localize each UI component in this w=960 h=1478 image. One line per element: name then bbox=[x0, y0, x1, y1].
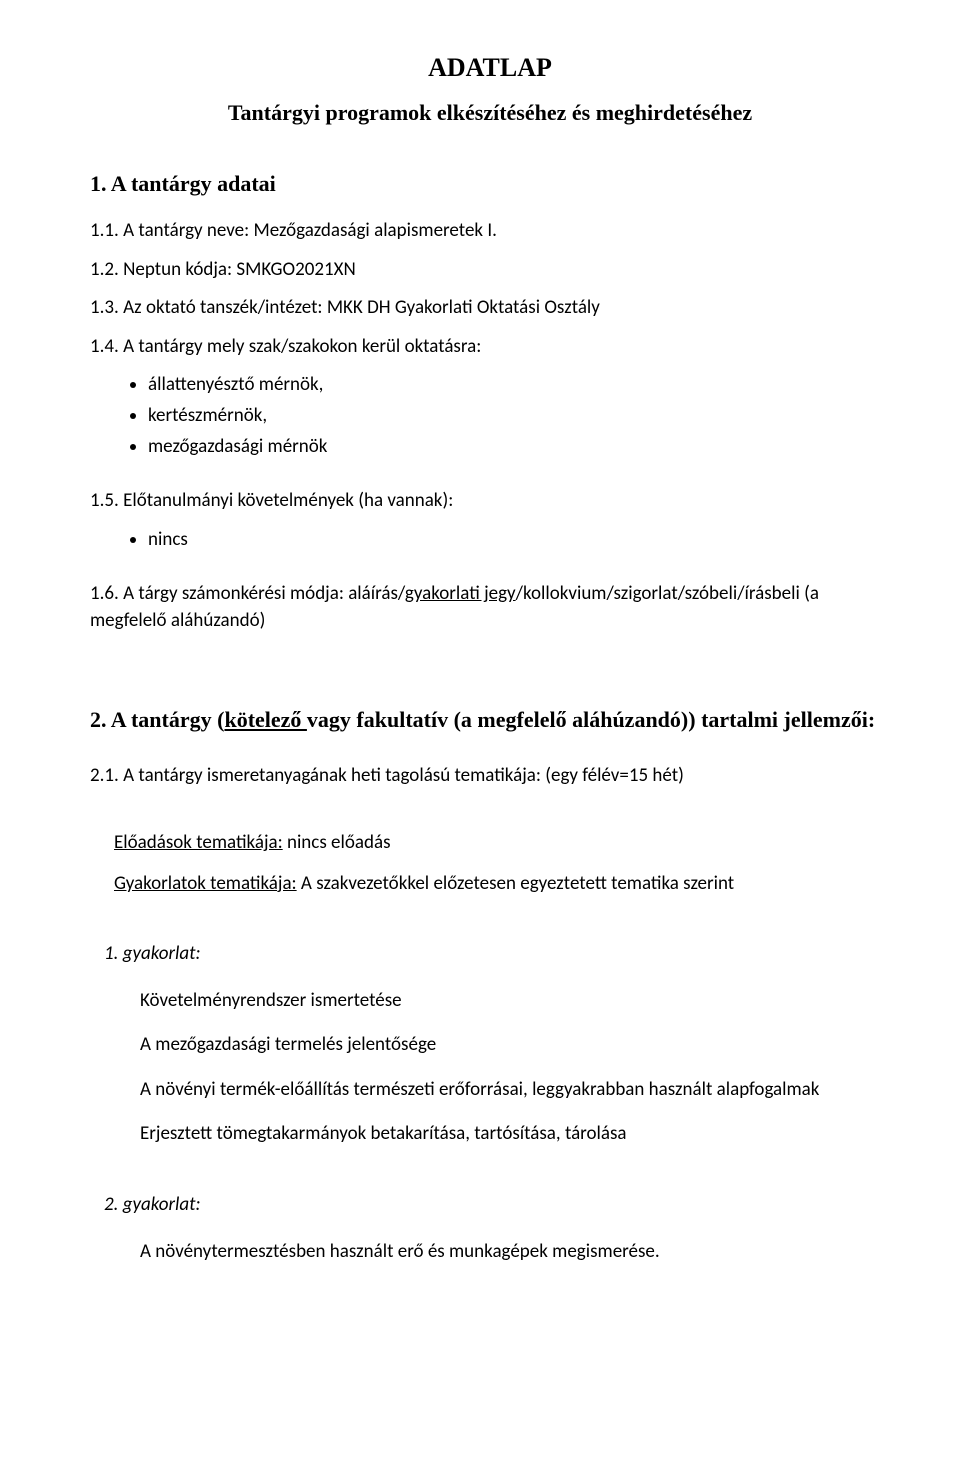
page-subtitle: Tantárgyi programok elkészítéséhez és me… bbox=[90, 98, 890, 129]
line-1-1: 1.1. A tantárgy neve: Mezőgazdasági alap… bbox=[90, 218, 890, 245]
page-title: ADATLAP bbox=[90, 50, 890, 86]
underlined-text: Előadások tematikája: bbox=[114, 831, 283, 854]
gyakorlat-item: Követelményrendszer ismertetése bbox=[140, 988, 890, 1015]
bullets-1-4: állattenyésztő mérnök, kertészmérnök, me… bbox=[90, 372, 890, 460]
text: 2. A tantárgy ( bbox=[90, 707, 224, 732]
list-item: nincs bbox=[148, 527, 890, 554]
gyakorlat-1-head: 1. gyakorlat: bbox=[104, 941, 890, 968]
line-2-1: 2.1. A tantárgy ismeretanyagának heti ta… bbox=[90, 763, 890, 790]
line-1-3: 1.3. Az oktató tanszék/intézet: MKK DH G… bbox=[90, 295, 890, 322]
text: 1.6. A tárgy számonkérési módja: aláírás… bbox=[90, 582, 405, 605]
text: 2. gyakorlat: bbox=[104, 1193, 201, 1216]
gyakorlat-line: Gyakorlatok tematikája: A szakvezetőkkel… bbox=[114, 871, 890, 898]
eloadas-line: Előadások tematikája: nincs előadás bbox=[114, 830, 890, 857]
underlined-text: Gyakorlatok tematikája: bbox=[114, 872, 297, 895]
underlined-text: gyakorlati jegy bbox=[405, 582, 516, 605]
text: nincs előadás bbox=[283, 831, 391, 854]
section2-heading: 2. A tantárgy (kötelező vagy fakultatív … bbox=[90, 705, 890, 736]
gyakorlat-item: Erjesztett tömegtakarmányok betakarítása… bbox=[140, 1121, 890, 1148]
list-item: kertészmérnök, bbox=[148, 403, 890, 430]
bullets-1-5: nincs bbox=[90, 527, 890, 554]
list-item: mezőgazdasági mérnök bbox=[148, 434, 890, 461]
line-1-6: 1.6. A tárgy számonkérési módja: aláírás… bbox=[90, 581, 890, 634]
list-item: állattenyésztő mérnök, bbox=[148, 372, 890, 399]
gyakorlat-item: A növényi termék-előállítás természeti e… bbox=[140, 1077, 890, 1104]
underlined-text: kötelező bbox=[224, 707, 306, 732]
gyakorlat-item: A növénytermesztésben használt erő és mu… bbox=[140, 1239, 890, 1266]
section1-heading: 1. A tantárgy adatai bbox=[90, 169, 890, 200]
text: vagy fakultatív (a megfelelő aláhúzandó)… bbox=[307, 707, 875, 732]
gyakorlat-2-head: 2. gyakorlat: bbox=[104, 1192, 890, 1219]
gyakorlat-item: A mezőgazdasági termelés jelentősége bbox=[140, 1032, 890, 1059]
line-1-2: 1.2. Neptun kódja: SMKGO2021XN bbox=[90, 257, 890, 284]
text: 1. gyakorlat: bbox=[104, 942, 201, 965]
text: A szakvezetőkkel előzetesen egyeztetett … bbox=[297, 872, 735, 895]
line-1-5: 1.5. Előtanulmányi követelmények (ha van… bbox=[90, 488, 890, 515]
line-1-4: 1.4. A tantárgy mely szak/szakokon kerül… bbox=[90, 334, 890, 361]
